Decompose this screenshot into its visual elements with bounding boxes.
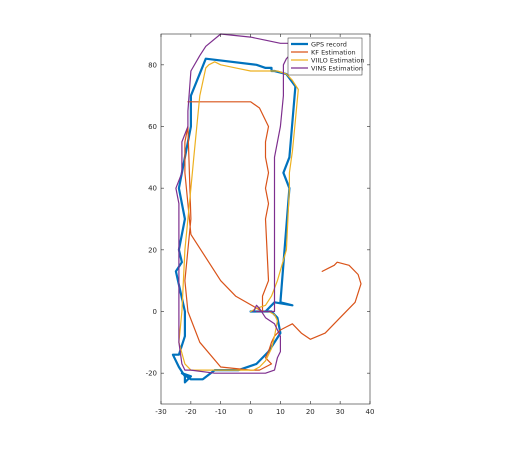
y-tick-label: 80	[148, 61, 157, 69]
series-layer	[171, 33, 362, 384]
x-tick-label: 10	[276, 408, 285, 416]
y-tick-label: 60	[148, 123, 157, 131]
x-tick-label: 30	[336, 408, 345, 416]
x-tick-label: -20	[185, 408, 196, 416]
axes-box	[160, 33, 371, 405]
y-tick-label: 20	[148, 246, 157, 254]
legend-label-vins-estimation: VINS Estimation	[311, 64, 363, 72]
axes-layer: -30 -20 -10 0 10 20 30 40 -20 0 20 40 60 80	[146, 33, 375, 416]
x-tick-label: -30	[155, 408, 166, 416]
x-tick-label: 20	[306, 408, 315, 416]
y-tick-label: 40	[148, 185, 157, 193]
y-tick-label: 0	[153, 308, 157, 316]
y-tick-label: -20	[146, 370, 157, 378]
x-tick-label: -10	[215, 408, 226, 416]
x-tick-label: 40	[366, 408, 375, 416]
series-line-kf-estimation	[184, 101, 362, 371]
legend-label-kf-estimation: KF Estimation	[311, 48, 356, 56]
legend-label-viilo-estimation: VIILO Estimation	[311, 56, 364, 64]
series-line-vins-estimation	[175, 33, 296, 374]
legend-label-gps-record: GPS record	[311, 40, 347, 48]
series-line-viilo-estimation	[178, 61, 299, 371]
x-tick-label: 0	[248, 408, 252, 416]
